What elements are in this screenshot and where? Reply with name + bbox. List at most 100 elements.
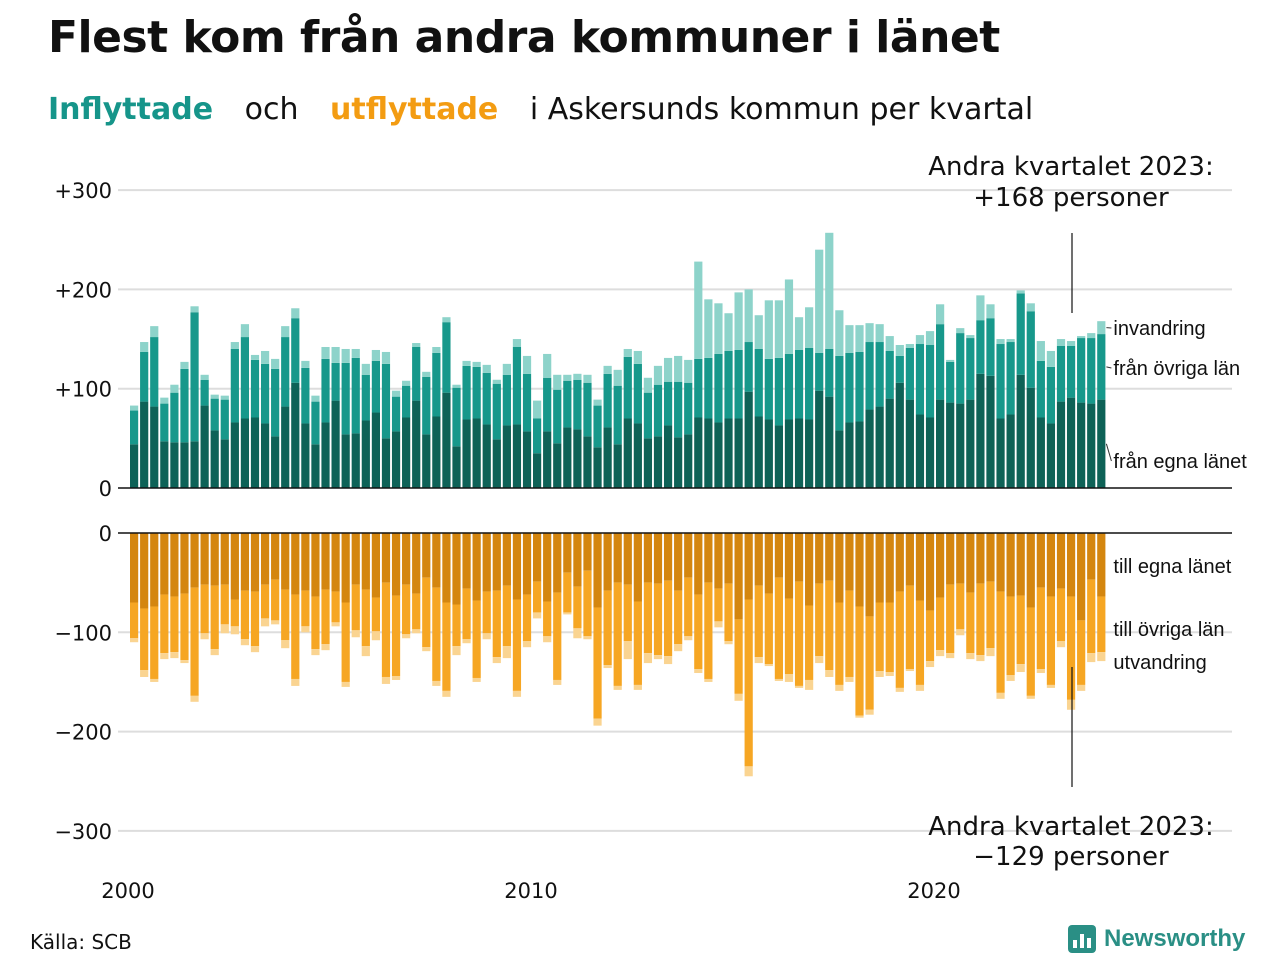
bar-out-emi [381,676,391,684]
bar-in-imm [311,395,320,402]
bar-in-other [1087,338,1096,404]
bar-in-imm [764,300,773,359]
bar-out-emi [603,665,612,669]
bar-out-emi [341,681,350,687]
bar-in-imm [482,364,491,373]
bar-in-own [351,433,360,488]
bar-in-own [371,412,380,488]
bar-out-other [855,606,864,716]
bar-in-imm [281,326,290,338]
bar-out-own [966,533,975,593]
bar-in-other [210,398,219,431]
bar-in-imm [1056,339,1066,347]
bar-in-other [754,348,763,417]
bar-out-own [311,533,320,597]
bar-out-emi [361,646,370,657]
bar-in-other [573,379,582,430]
bar-out-own [976,533,985,584]
bar-out-own [130,533,139,603]
bar-in-imm [533,400,542,419]
bar-out-own [210,533,219,586]
bar-in-imm [472,361,481,367]
bar-in-imm [1026,303,1035,312]
bar-in-other [643,392,653,439]
bar-out-own [291,533,300,595]
bar-out-own [784,533,794,599]
bar-out-own [643,533,653,583]
bar-out-emi [482,633,491,640]
bar-in-other [613,385,622,445]
bar-out-emi [784,674,794,682]
bar-out-emi [1036,669,1045,674]
bar-out-emi [291,678,300,686]
bar-out-other [230,599,239,627]
bar-in-other [704,357,713,419]
bar-in-own [381,438,391,488]
bar-out-other [250,591,260,647]
bar-in-own [341,434,350,488]
bar-in-other [603,373,612,428]
bar-in-other [543,377,552,432]
bar-in-imm [936,304,945,325]
bar-in-other [190,312,199,442]
bar-in-other [976,320,985,374]
bar-out-own [492,533,501,591]
bar-out-own [653,533,663,584]
bar-in-imm [291,308,300,319]
bar-in-own [170,442,179,488]
bar-out-emi [180,660,189,664]
bar-out-other [341,602,350,682]
bar-out-other [220,584,229,625]
bar-out-other [986,581,995,649]
bar-out-other [734,619,743,694]
bar-out-other [130,602,139,639]
bar-in-imm [694,261,703,359]
bar-in-other [633,363,642,424]
bar-out-own [885,533,894,603]
bar-out-emi [331,622,340,627]
bar-out-emi [704,678,713,682]
bar-in-imm [442,317,451,323]
bar-out-other [1097,596,1106,653]
bar-out-other [331,591,340,623]
bar-out-other [1016,595,1025,665]
annotation-bottom-line2: −129 personer [973,842,1169,872]
bar-out-other [522,594,532,642]
bar-in-own [543,431,552,488]
bar-out-other [915,600,925,685]
bar-out-other [240,590,250,640]
bar-out-other [361,589,370,647]
bar-in-other [522,373,532,432]
bar-in-other [230,348,239,423]
bar-out-own [331,533,340,592]
bar-out-own [543,533,552,602]
bar-out-other [1066,596,1076,700]
bar-out-other [271,579,280,621]
bar-out-own [482,533,491,592]
bar-in-own [492,439,501,488]
bar-in-imm [976,295,985,321]
bar-in-imm [925,331,935,346]
bar-in-other [1036,360,1045,418]
bar-in-other [341,362,350,435]
bar-in-own [734,418,743,488]
bar-in-imm [180,361,189,369]
bar-in-own [784,419,794,488]
bar-in-other [1097,334,1106,400]
bar-in-imm [250,354,260,360]
bar-in-own [815,390,824,488]
bar-out-other [966,592,975,654]
bar-in-own [533,453,542,488]
bar-in-other [150,337,159,407]
bar-out-emi [653,655,663,660]
bar-in-other [774,357,783,426]
bar-out-emi [1016,664,1025,673]
bar-in-imm [684,359,693,383]
bar-out-other [925,610,935,662]
bar-out-own [925,533,935,611]
bar-out-other [976,583,985,656]
annotation-top-line2: +168 personer [973,183,1169,213]
bar-out-other [563,572,572,613]
bar-out-own [200,533,209,585]
bar-in-own [553,443,562,488]
